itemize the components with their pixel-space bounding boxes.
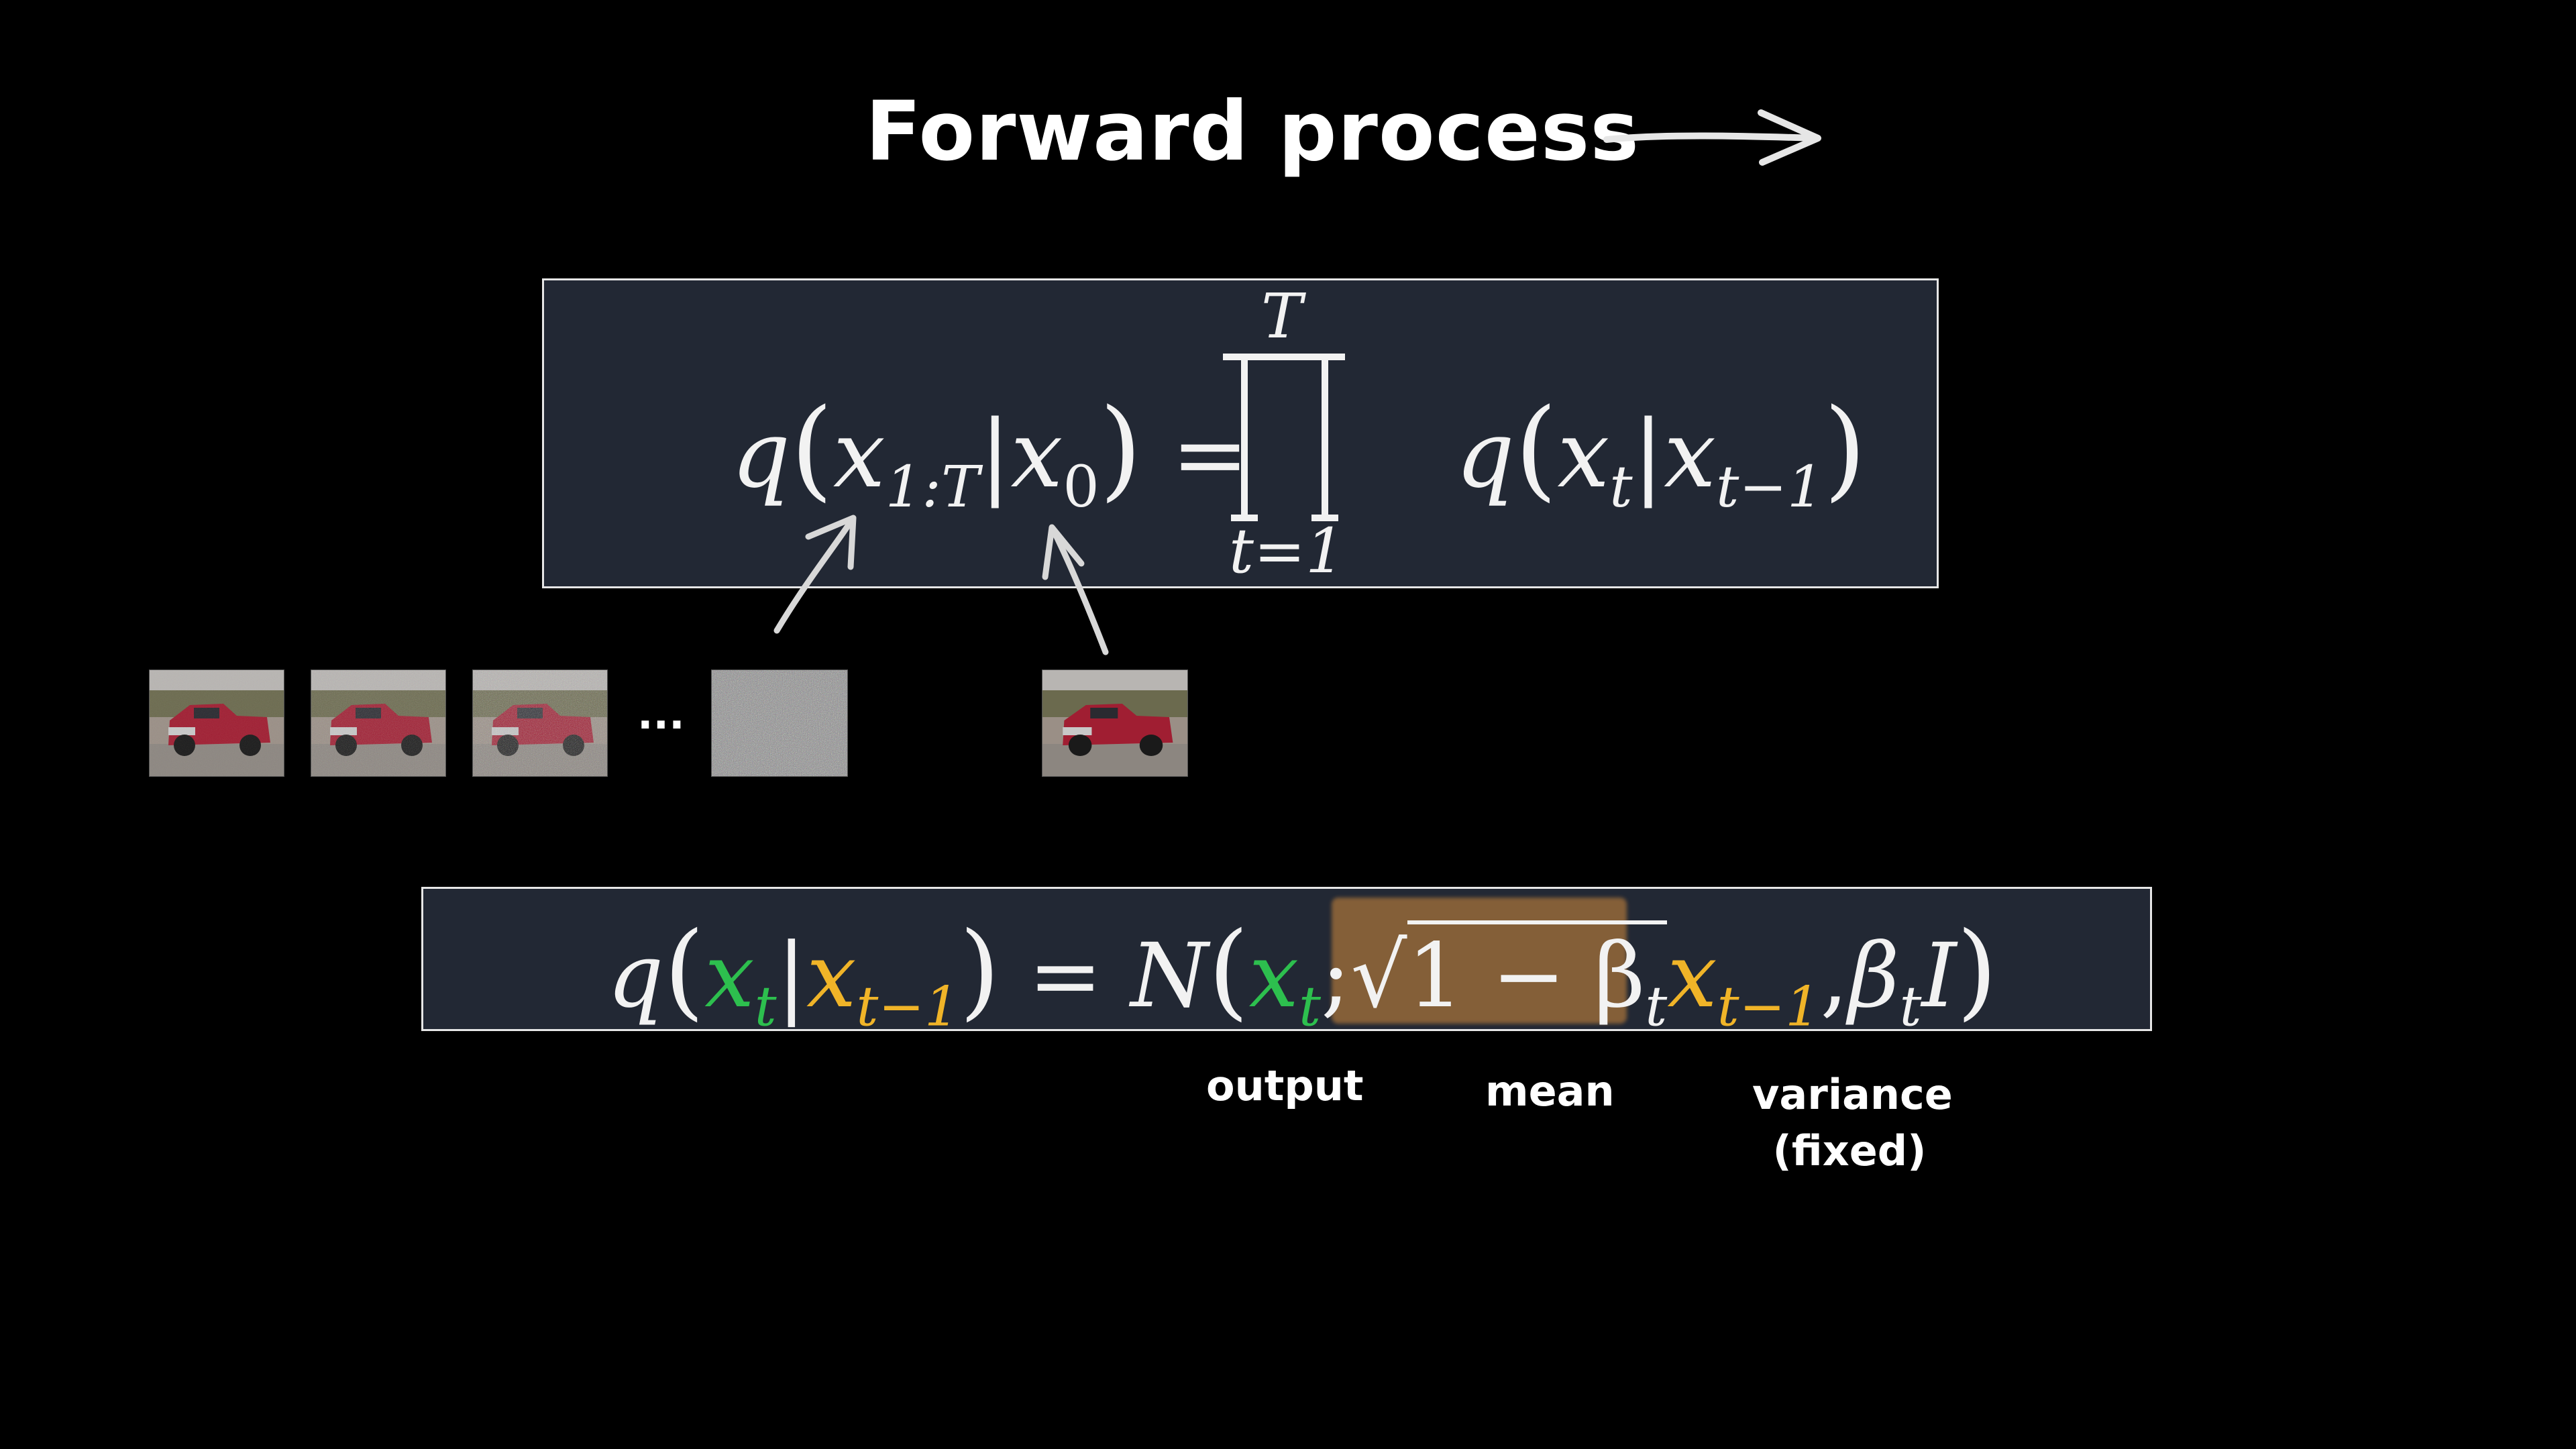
eq2-var-I: I — [1921, 924, 1957, 1028]
label-variance-line1: variance — [1752, 1070, 1953, 1119]
eq2-xprev-sub: t−1 — [856, 975, 960, 1039]
eq2-xt-sub: t — [754, 975, 777, 1039]
eq2-sqrt-body: 1 − β — [1407, 924, 1646, 1028]
single-step-equation: q(xt|xt−1) = N(xt;√1 − βtxt−1,βtI) — [607, 909, 1998, 1039]
eq1-x0-sub: 0 — [1063, 453, 1099, 521]
eq2-xprev: x — [806, 924, 857, 1028]
eq2-xt: x — [704, 924, 755, 1028]
label-variance-line2: (fixed) — [1772, 1126, 1927, 1175]
eq2-var-sub: t — [1899, 975, 1922, 1039]
eq1-rhs-bar: | — [1632, 400, 1664, 508]
eq1-rhs-x2: x — [1664, 400, 1716, 508]
eq2-equals: = — [1028, 924, 1103, 1028]
eq2-output-sub: t — [1299, 975, 1321, 1039]
eq1-equals: = — [1171, 400, 1249, 508]
page-title: Forward process — [865, 84, 1640, 179]
eq1-rhs-x: x — [1557, 400, 1610, 508]
car-noise-step-2 — [311, 669, 446, 777]
label-output: output — [1206, 1061, 1364, 1110]
arrow-original-to-x0 — [1050, 527, 1109, 655]
eq1-x: x — [833, 400, 885, 508]
ellipsis: ... — [637, 690, 685, 739]
eq2-var-beta: β — [1848, 924, 1900, 1028]
eq2-mean-x: x — [1667, 924, 1717, 1028]
mean-highlight — [1332, 898, 1627, 1024]
eq2-output-x: x — [1248, 924, 1299, 1028]
eq2-beta-sub: t — [1645, 975, 1668, 1039]
label-mean: mean — [1485, 1067, 1615, 1116]
eq1-q: q — [731, 400, 791, 508]
original-car-image — [1042, 669, 1188, 777]
product-symbol — [1223, 354, 1345, 521]
arrow-noisy-to-x1T — [773, 517, 855, 634]
eq2-normal: N — [1130, 924, 1208, 1028]
right-arrow-icon — [1603, 109, 1821, 166]
arrow-original-to-x0-head — [1042, 524, 1085, 580]
sqrt-icon: √ — [1350, 924, 1407, 1028]
joint-forward-equation-panel — [542, 278, 1939, 588]
eq2-q: q — [607, 924, 664, 1028]
eq1-x-sub: 1:T — [885, 453, 980, 521]
car-noise-step-3 — [472, 669, 608, 777]
eq2-comma: , — [1820, 924, 1849, 1028]
eq1-rhs-sub: t — [1609, 453, 1633, 521]
car-noise-step-1 — [149, 669, 284, 777]
label-variance: variance (fixed) — [1752, 1067, 1953, 1179]
eq1-rhs-q: q — [1455, 400, 1515, 508]
eq1-x0: x — [1010, 400, 1063, 508]
eq2-semicolon: ; — [1320, 924, 1351, 1028]
eq2-bar: | — [776, 924, 807, 1028]
eq1-bar: | — [979, 400, 1011, 508]
arrow-noisy-to-x1T-head — [805, 515, 857, 570]
eq1-rhs-sub2: t−1 — [1716, 453, 1824, 521]
pure-noise-image — [711, 669, 848, 777]
product-upper-limit: T — [1261, 280, 1303, 352]
product-lower-limit: t=1 — [1229, 515, 1345, 587]
single-step-equation-panel — [421, 887, 2152, 1031]
joint-forward-equation: q(x1:T|x0) = q(xt|xt−1) — [731, 386, 1867, 521]
eq2-mean-sub: t−1 — [1717, 975, 1821, 1039]
